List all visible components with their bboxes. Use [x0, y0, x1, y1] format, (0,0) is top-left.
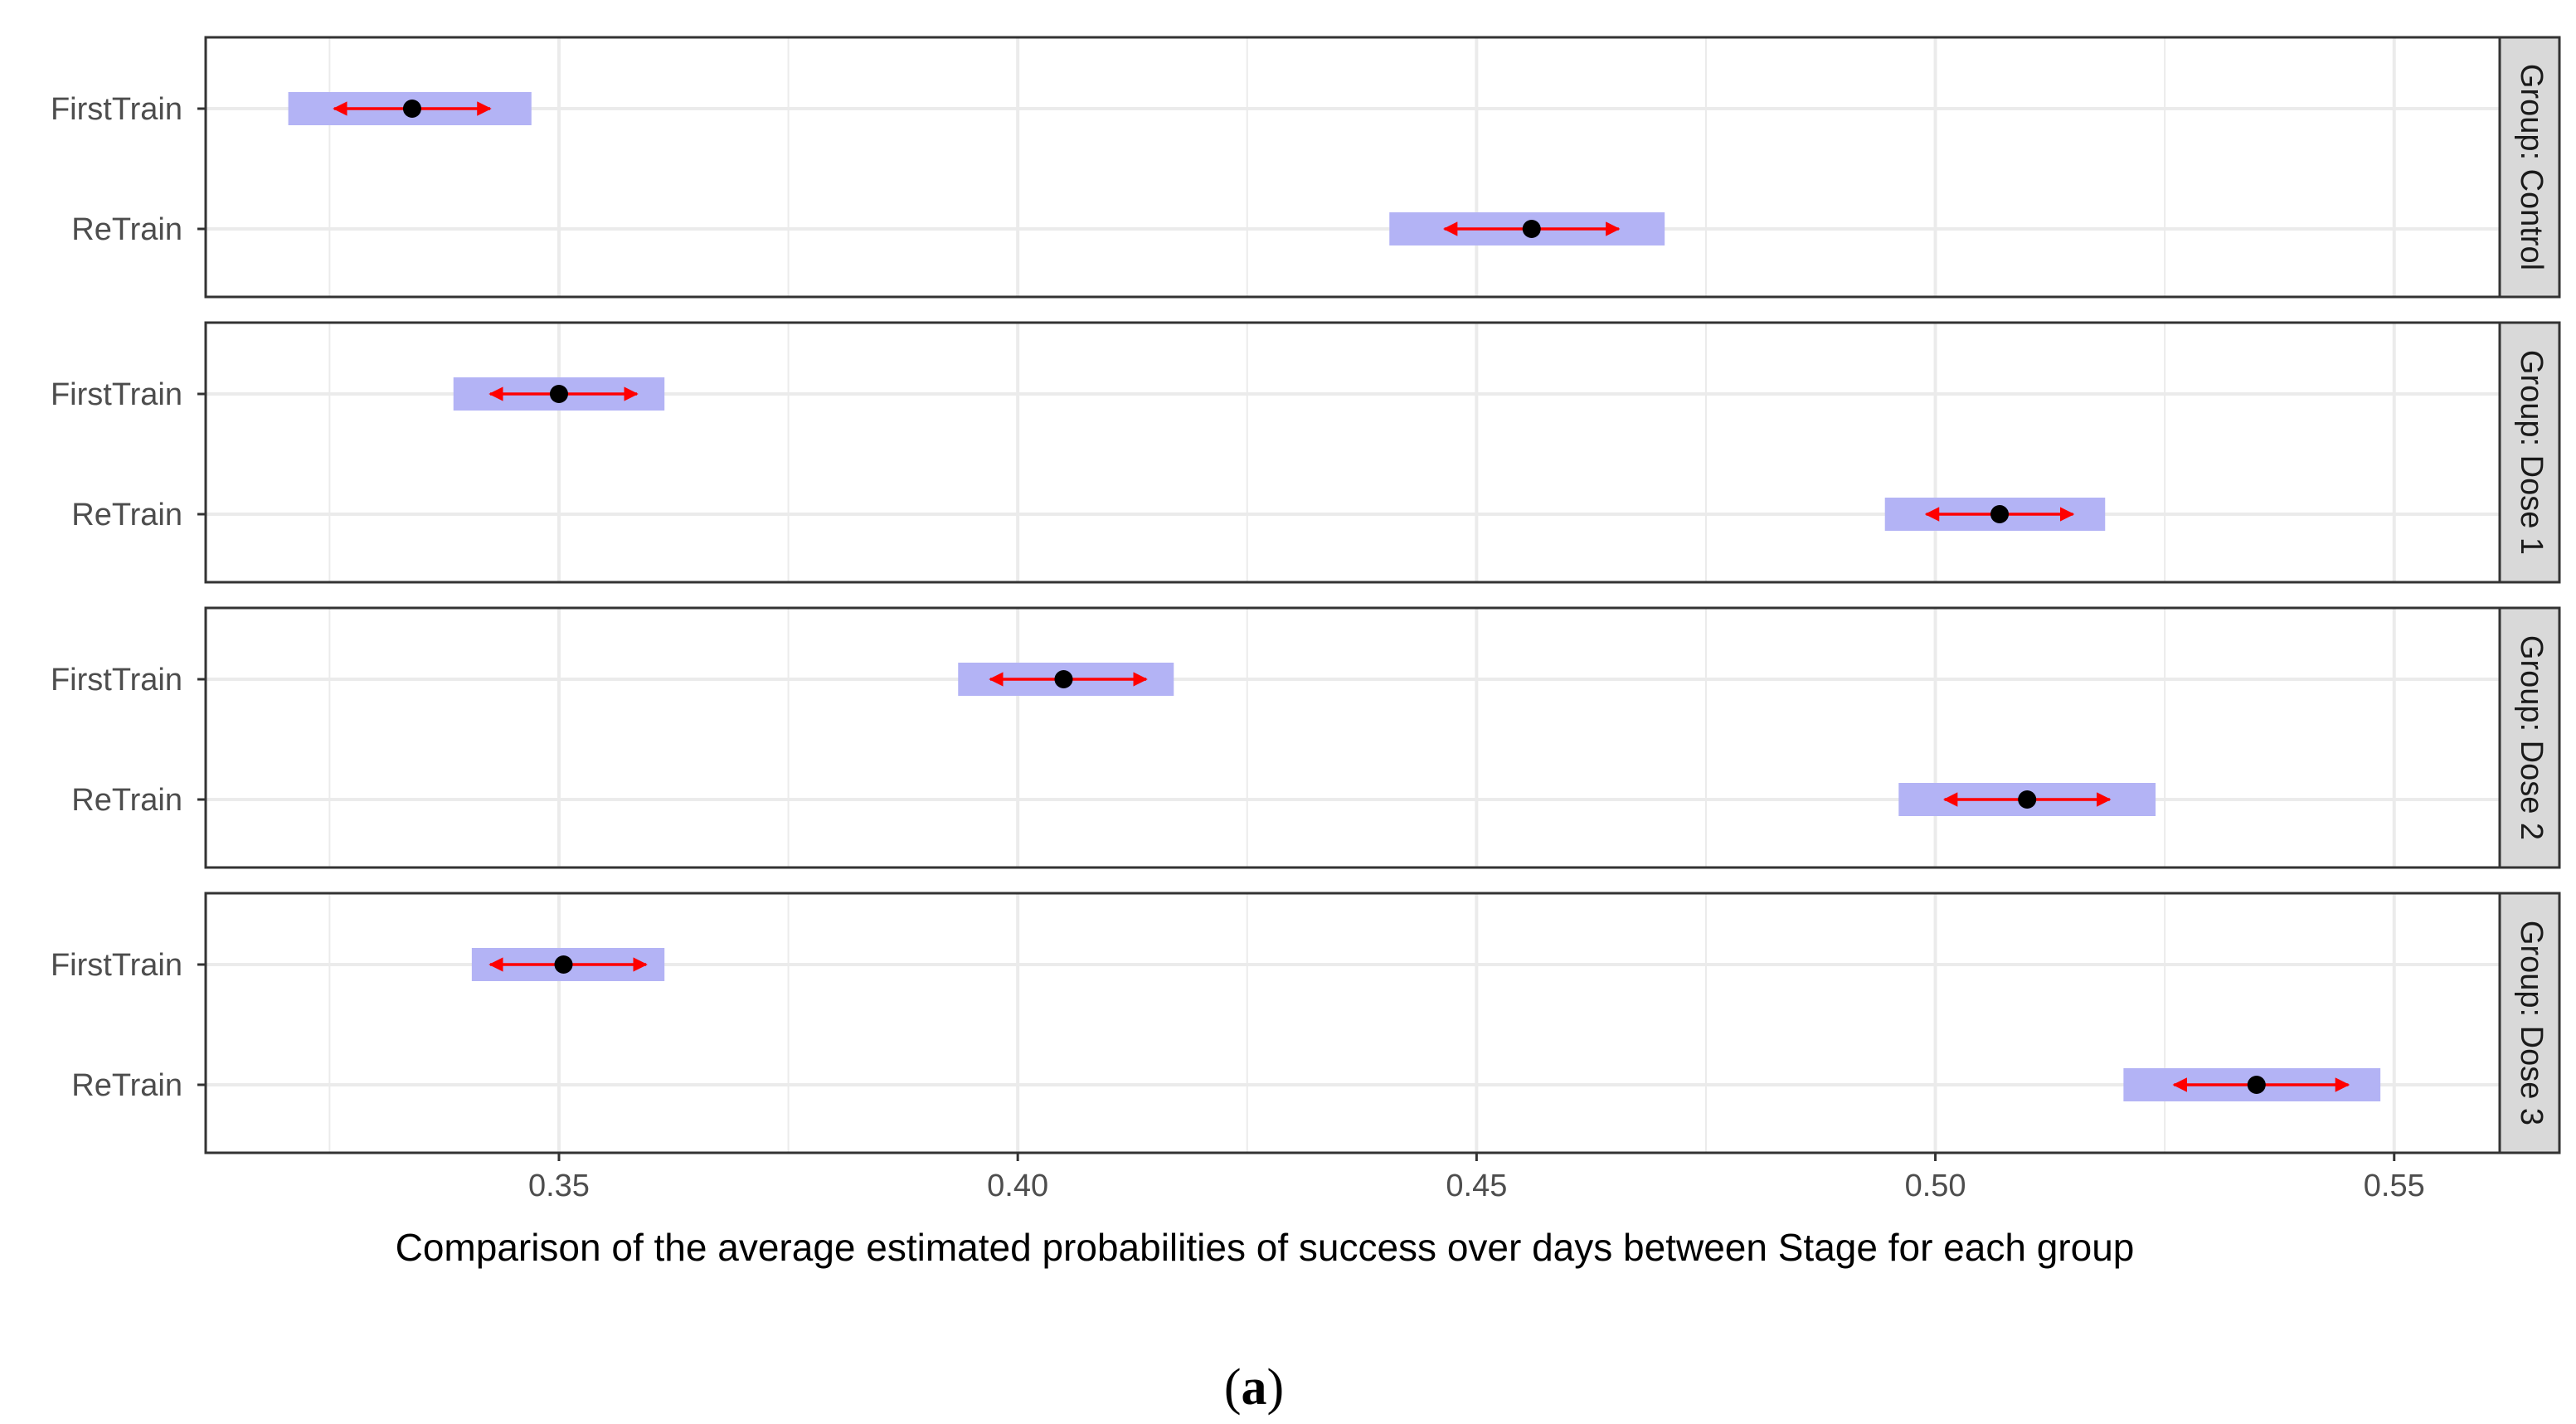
- data-row-retrain: [1884, 498, 2106, 531]
- x-tick-label: 0.45: [1446, 1169, 1507, 1203]
- estimate-point: [1990, 505, 2010, 523]
- panel-background: [206, 608, 2500, 868]
- caption-letter: a: [1242, 1359, 1267, 1416]
- caption-close-paren: ): [1267, 1359, 1285, 1416]
- y-tick-label: FirstTrain: [51, 948, 182, 983]
- data-row-firsttrain: [288, 92, 532, 125]
- data-row-firsttrain: [453, 377, 665, 411]
- y-tick-label: ReTrain: [71, 1068, 182, 1103]
- data-row-retrain: [1389, 212, 1665, 245]
- y-tick-label: ReTrain: [71, 783, 182, 818]
- panel-1: FirstTrain ReTrain Group: Control: [51, 36, 2561, 299]
- strip-background: [2498, 606, 2561, 869]
- x-tick-label: 0.35: [528, 1169, 590, 1203]
- strip-background: [2498, 892, 2561, 1154]
- data-row-retrain: [1898, 783, 2156, 816]
- x-tick-label: 0.55: [2364, 1169, 2425, 1203]
- figure-caption: (a): [1224, 1359, 1284, 1416]
- x-tick-label: 0.50: [1905, 1169, 1966, 1203]
- strip-label: Group: Control: [2514, 64, 2549, 270]
- panel-background: [206, 323, 2500, 582]
- panel-background: [206, 37, 2500, 297]
- y-tick-label: FirstTrain: [51, 377, 182, 412]
- data-row-retrain: [2123, 1068, 2381, 1101]
- estimate-point: [1522, 220, 1541, 238]
- x-axis-title: Comparison of the average estimated prob…: [396, 1226, 2135, 1269]
- caption-open-paren: (: [1224, 1359, 1242, 1416]
- estimate-point: [554, 955, 573, 974]
- estimate-point: [549, 385, 568, 403]
- panel-background: [206, 893, 2500, 1153]
- panel-4: FirstTrain ReTrain Group: Dose 3: [51, 892, 2561, 1154]
- strip-label: Group: Dose 3: [2514, 921, 2549, 1125]
- estimate-point: [402, 100, 421, 118]
- data-row-firsttrain: [958, 663, 1174, 696]
- strip-label: Group: Dose 1: [2514, 350, 2549, 555]
- data-row-firsttrain: [471, 948, 665, 981]
- y-tick-label: FirstTrain: [51, 92, 182, 127]
- panel-2: FirstTrain ReTrain Group: Dose 1: [51, 321, 2561, 584]
- estimate-point: [2018, 790, 2037, 809]
- panel-3: FirstTrain ReTrain Group: Dose 2: [51, 606, 2561, 869]
- estimate-point: [2247, 1076, 2266, 1094]
- y-tick-label: FirstTrain: [51, 663, 182, 697]
- x-axis: 0.35 0.40 0.45 0.50 0.55: [528, 1153, 2425, 1203]
- strip-background: [2498, 36, 2561, 299]
- y-tick-label: ReTrain: [71, 212, 182, 247]
- estimate-point: [1054, 670, 1073, 688]
- x-tick-label: 0.40: [987, 1169, 1048, 1203]
- strip-background: [2498, 321, 2561, 584]
- strip-label: Group: Dose 2: [2514, 635, 2549, 840]
- y-tick-label: ReTrain: [71, 498, 182, 532]
